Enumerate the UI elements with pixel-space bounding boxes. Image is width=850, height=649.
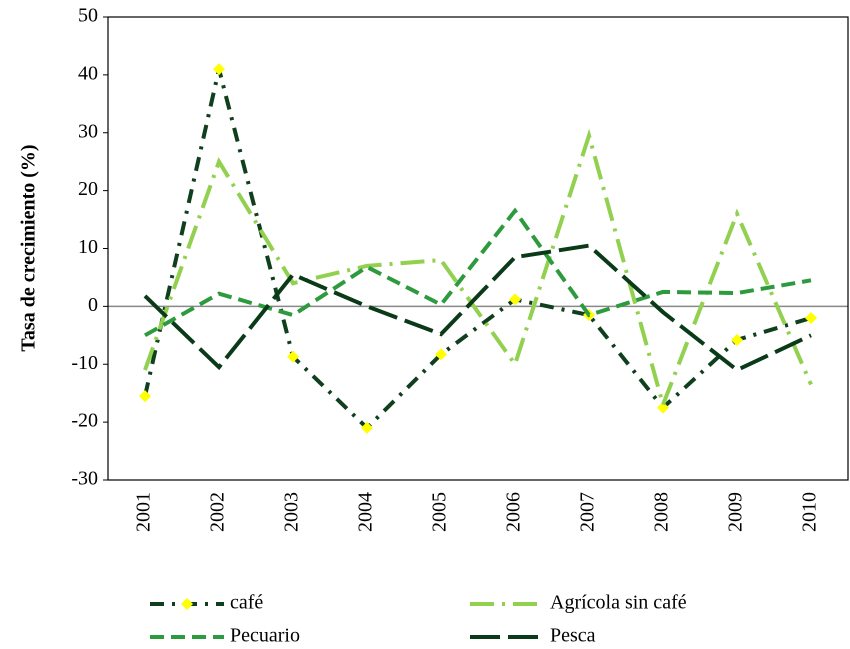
legend-label: café [230, 592, 263, 614]
y-tick-label: 0 [88, 294, 98, 316]
y-tick-label: 40 [78, 62, 98, 84]
y-tick-label: 20 [78, 178, 98, 200]
marker [657, 401, 669, 414]
marker [805, 311, 817, 324]
series-line [143, 128, 813, 412]
marker [509, 293, 521, 306]
plot-border [107, 16, 849, 481]
y-tick-label: 10 [78, 236, 98, 258]
y-tick-label: -30 [71, 468, 98, 490]
series-line [143, 243, 812, 373]
x-tick-label: 2010 [799, 492, 821, 532]
y-tick-label: -10 [71, 352, 98, 374]
x-tick-label: 2008 [651, 492, 673, 532]
x-tick-label: 2001 [133, 492, 155, 532]
y-tick-label: 50 [78, 5, 98, 27]
series-line [143, 68, 812, 431]
marker [435, 348, 447, 361]
y-tick-label: -20 [71, 410, 98, 432]
x-tick-label: 2004 [355, 492, 377, 532]
x-tick-label: 2009 [725, 492, 747, 532]
marker [139, 390, 151, 403]
marker [731, 333, 743, 346]
legend-label: Pesca [550, 625, 596, 647]
marker [361, 421, 373, 434]
series-line [144, 207, 812, 338]
marker [287, 350, 299, 363]
y-axis-label: Tasa de crecimiento (%) [18, 144, 40, 351]
legend-marker [181, 598, 193, 610]
x-tick-label: 2002 [207, 492, 229, 532]
marker [213, 63, 225, 76]
legend-label: Pecuario [230, 625, 300, 647]
legend-label: Agrícola sin café [550, 592, 687, 614]
x-tick-label: 2003 [281, 492, 303, 532]
x-tick-label: 2006 [503, 492, 525, 532]
x-tick-label: 2007 [577, 492, 599, 532]
y-tick-label: 30 [78, 120, 98, 142]
x-tick-label: 2005 [429, 492, 451, 532]
